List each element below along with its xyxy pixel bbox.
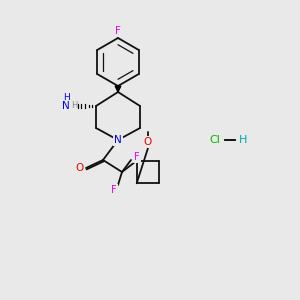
Text: H: H bbox=[71, 101, 77, 110]
Text: O: O bbox=[75, 163, 83, 173]
Text: H: H bbox=[239, 135, 247, 145]
Text: F: F bbox=[115, 26, 121, 36]
Text: H: H bbox=[63, 92, 69, 101]
Text: F: F bbox=[111, 185, 117, 195]
Polygon shape bbox=[115, 86, 121, 92]
Text: F: F bbox=[134, 152, 140, 162]
Text: Cl: Cl bbox=[210, 135, 220, 145]
Text: O: O bbox=[144, 137, 152, 147]
Text: N: N bbox=[114, 135, 122, 145]
Text: N: N bbox=[62, 101, 70, 111]
